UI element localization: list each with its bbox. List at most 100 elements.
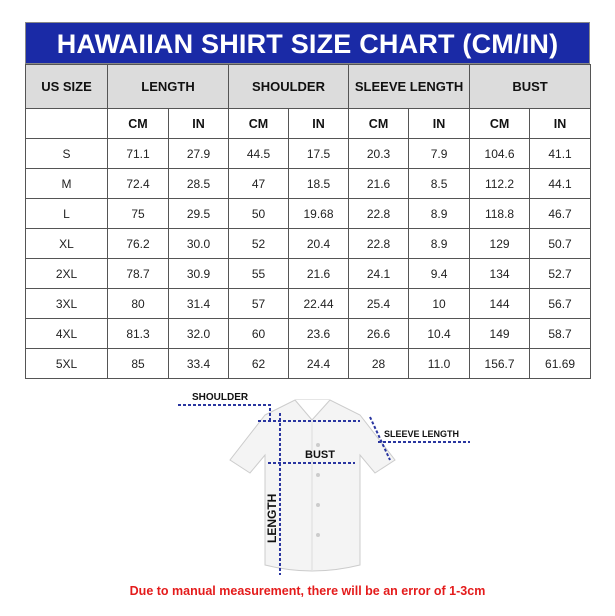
value-cell: 46.7: [529, 198, 592, 229]
value-cell: 8.5: [408, 168, 471, 199]
value-cell: 26.6: [348, 318, 410, 349]
value-cell: 56.7: [529, 288, 592, 319]
unit-cell: CM: [228, 108, 290, 139]
size-cell: L: [25, 198, 108, 229]
unit-cell: CM: [469, 108, 531, 139]
value-cell: 29.5: [167, 198, 230, 229]
size-cell: S: [25, 138, 108, 169]
value-cell: 44.1: [529, 168, 592, 199]
value-cell: 18.5: [288, 168, 350, 199]
value-cell: 27.9: [167, 138, 230, 169]
value-cell: 24.4: [288, 348, 350, 379]
value-cell: 10.4: [408, 318, 471, 349]
value-cell: 21.6: [288, 258, 350, 289]
value-cell: 134: [469, 258, 531, 289]
value-cell: 62: [228, 348, 290, 379]
table-row: M 72.4 28.5 47 18.5 21.6 8.5 112.2 44.1: [25, 168, 592, 199]
unit-cell: CM: [107, 108, 169, 139]
value-cell: 24.1: [348, 258, 410, 289]
table-row: 4XL 81.3 32.0 60 23.6 26.6 10.4 149 58.7: [25, 318, 592, 349]
value-cell: 61.69: [529, 348, 592, 379]
header-us-size: US SIZE: [25, 64, 108, 109]
unit-empty: [25, 108, 108, 139]
value-cell: 19.68: [288, 198, 350, 229]
value-cell: 28: [348, 348, 410, 379]
size-cell: 5XL: [25, 348, 108, 379]
value-cell: 76.2: [107, 228, 169, 259]
value-cell: 22.44: [288, 288, 350, 319]
value-cell: 20.4: [288, 228, 350, 259]
unit-cell: IN: [288, 108, 350, 139]
value-cell: 85: [107, 348, 169, 379]
value-cell: 50: [228, 198, 290, 229]
measurement-note: Due to manual measurement, there will be…: [129, 584, 486, 598]
header-sleeve-length: SLEEVE LENGTH: [348, 64, 471, 109]
value-cell: 144: [469, 288, 531, 319]
label-length: LENGTH: [265, 494, 279, 543]
value-cell: 8.9: [408, 198, 471, 229]
value-cell: 30.9: [167, 258, 230, 289]
table-row: S 71.1 27.9 44.5 17.5 20.3 7.9 104.6 41.1: [25, 138, 592, 169]
unit-cell: IN: [408, 108, 471, 139]
value-cell: 10: [408, 288, 471, 319]
size-cell: M: [25, 168, 108, 199]
value-cell: 11.0: [408, 348, 471, 379]
table-row: 5XL 85 33.4 62 24.4 28 11.0 156.7 61.69: [25, 348, 592, 379]
value-cell: 104.6: [469, 138, 531, 169]
unit-cell: IN: [167, 108, 230, 139]
value-cell: 118.8: [469, 198, 531, 229]
size-cell: 3XL: [25, 288, 108, 319]
shirt-measurement-diagram: SHOULDER SLEEVE LENGTH BUST LENGTH: [178, 392, 470, 575]
label-shoulder: SHOULDER: [192, 392, 249, 403]
header-length: LENGTH: [106, 64, 230, 109]
value-cell: 58.7: [529, 318, 592, 349]
value-cell: 28.5: [167, 168, 230, 199]
chart-title: HAWAIIAN SHIRT SIZE CHART (CM/IN): [25, 22, 590, 64]
label-bust: BUST: [305, 449, 335, 461]
value-cell: 52.7: [529, 258, 592, 289]
value-cell: 60: [228, 318, 290, 349]
table-row: 3XL 80 31.4 57 22.44 25.4 10 144 56.7: [25, 288, 592, 319]
value-cell: 32.0: [167, 318, 230, 349]
value-cell: 52: [228, 228, 290, 259]
label-sleeve-length: SLEEVE LENGTH: [384, 429, 459, 439]
value-cell: 55: [228, 258, 290, 289]
value-cell: 47: [228, 168, 290, 199]
value-cell: 156.7: [469, 348, 531, 379]
value-cell: 8.9: [408, 228, 471, 259]
value-cell: 17.5: [288, 138, 350, 169]
value-cell: 72.4: [107, 168, 169, 199]
value-cell: 129: [469, 228, 531, 259]
table-row: XL 76.2 30.0 52 20.4 22.8 8.9 129 50.7: [25, 228, 592, 259]
value-cell: 41.1: [529, 138, 592, 169]
value-cell: 21.6: [348, 168, 410, 199]
value-cell: 80: [107, 288, 169, 319]
unit-cell: CM: [348, 108, 410, 139]
value-cell: 30.0: [167, 228, 230, 259]
header-bust: BUST: [469, 64, 592, 109]
value-cell: 57: [228, 288, 290, 319]
value-cell: 7.9: [408, 138, 471, 169]
size-table: US SIZE LENGTH SHOULDER SLEEVE LENGTH BU…: [25, 64, 592, 379]
shirt-icon: [229, 399, 396, 572]
value-cell: 112.2: [469, 168, 531, 199]
value-cell: 22.8: [348, 228, 410, 259]
value-cell: 22.8: [348, 198, 410, 229]
value-cell: 78.7: [107, 258, 169, 289]
table-row: 2XL 78.7 30.9 55 21.6 24.1 9.4 134 52.7: [25, 258, 592, 289]
size-cell: 2XL: [25, 258, 108, 289]
value-cell: 75: [107, 198, 169, 229]
value-cell: 81.3: [107, 318, 169, 349]
value-cell: 9.4: [408, 258, 471, 289]
unit-row: CM IN CM IN CM IN CM IN: [25, 108, 592, 139]
value-cell: 149: [469, 318, 531, 349]
size-cell: XL: [25, 228, 108, 259]
size-cell: 4XL: [25, 318, 108, 349]
measure-lines: [178, 404, 470, 575]
table-row: L 75 29.5 50 19.68 22.8 8.9 118.8 46.7: [25, 198, 592, 229]
value-cell: 31.4: [167, 288, 230, 319]
value-cell: 71.1: [107, 138, 169, 169]
value-cell: 20.3: [348, 138, 410, 169]
value-cell: 23.6: [288, 318, 350, 349]
value-cell: 25.4: [348, 288, 410, 319]
